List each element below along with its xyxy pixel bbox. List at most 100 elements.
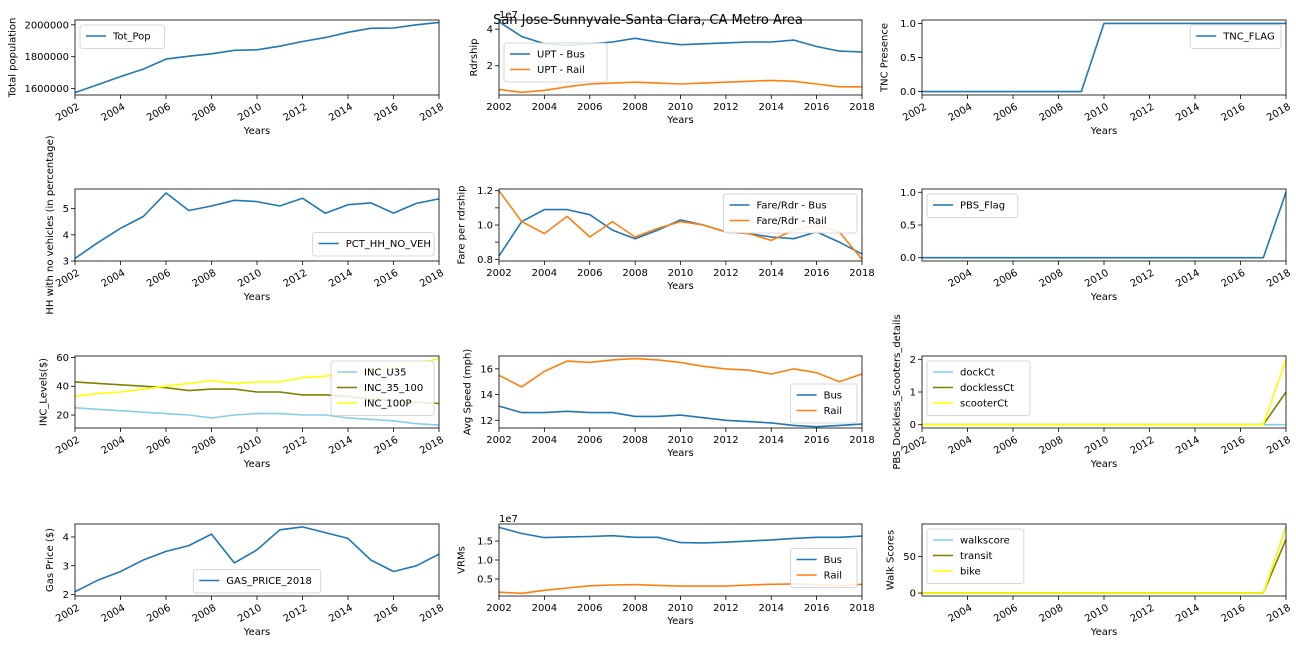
x-tick-label: 2010	[1083, 435, 1111, 457]
x-tick-label: 2008	[622, 603, 647, 614]
x-tick-label: 2016	[804, 102, 829, 113]
x-axis-label: Years	[666, 616, 693, 627]
legend-label: TNC_FLAG	[1222, 32, 1275, 43]
legend-label: PCT_HH_NO_VEH	[346, 239, 431, 250]
x-tick-label: 2012	[282, 603, 310, 625]
x-tick-label: 2016	[804, 268, 829, 279]
x-tick-label: 2014	[759, 603, 784, 614]
legend-box	[1189, 24, 1282, 49]
x-tick-label: 2014	[759, 102, 784, 113]
legend-label: bike	[960, 567, 981, 578]
y-tick-label: 3	[63, 257, 69, 268]
y-tick-label: 1.0	[477, 556, 493, 567]
x-tick-label: 2004	[947, 102, 975, 124]
y-tick-label: 0.0	[900, 253, 916, 264]
x-tick-label: 2006	[145, 268, 173, 290]
x-tick-label: 2012	[713, 102, 738, 113]
y-tick-label: 40	[56, 382, 69, 393]
x-axis-label: Years	[243, 459, 270, 470]
x-tick-label: 2014	[327, 603, 355, 625]
y-tick-label: 4	[63, 230, 69, 241]
x-tick-label: 2004	[532, 435, 557, 446]
legend-box	[312, 232, 435, 257]
legend: PBS_Flag	[926, 193, 1019, 218]
x-tick-label: 2010	[668, 435, 693, 446]
x-tick-label: 2008	[191, 603, 219, 625]
x-tick-label: 2016	[1220, 435, 1248, 457]
x-tick-label: 2006	[992, 603, 1020, 625]
chart-speed: 12 14 16 2002 2004 2006 2008 2010 2012 2014 2016 20…	[463, 349, 875, 459]
x-tick-label: 2006	[145, 435, 173, 457]
x-axis-label: Years	[666, 115, 693, 126]
chart-hhnoveh: 3 4 5 2002 2004 2006 2008 2010 2012 2014 2016 2018 Y…	[45, 135, 446, 314]
x-tick-label: 2008	[1038, 603, 1066, 625]
x-tick-label: 2006	[992, 435, 1020, 457]
series-line-gas-0	[74, 526, 440, 593]
x-tick-label: 2016	[373, 102, 401, 124]
y-axis-label: Walk Scores	[886, 530, 897, 590]
x-tick-label: 2016	[1220, 603, 1248, 625]
legend-label: INC_100P	[364, 399, 412, 410]
legend: TNC_FLAG	[1189, 24, 1282, 49]
y-axis-label: Total population	[8, 18, 19, 99]
legend-box	[790, 548, 858, 588]
x-tick-label: 2014	[1174, 435, 1202, 457]
x-tick-label: 2012	[282, 435, 310, 457]
x-tick-label: 2004	[532, 603, 557, 614]
legend-box	[330, 360, 435, 416]
x-axis-label: Years	[1090, 627, 1117, 638]
x-tick-label: 2006	[577, 268, 602, 279]
x-tick-label: 2002	[486, 268, 511, 279]
y-tick-label: 0.5	[477, 574, 493, 585]
x-axis-label: Years	[666, 281, 693, 292]
x-tick-label: 2008	[622, 102, 647, 113]
legend-label: docklessCt	[960, 383, 1014, 394]
legend-label: Bus	[824, 391, 842, 402]
legend: PCT_HH_NO_VEH	[312, 232, 435, 257]
x-tick-label: 2010	[1083, 603, 1111, 625]
x-tick-label: 2006	[992, 102, 1020, 124]
x-tick-label: 2008	[191, 268, 219, 290]
x-tick-label: 2014	[327, 102, 355, 124]
y-axis-label: Gas Price ($)	[45, 528, 56, 592]
chart-pbsdetails: 0 1 2 2002 2004 2006 2008 2010 2012 2014 2016 2018 Y…	[892, 314, 1293, 470]
x-tick-label: 2010	[236, 102, 264, 124]
x-tick-label: 2010	[236, 603, 264, 625]
y-axis-label: Rdrship	[469, 38, 480, 76]
y-tick-label: 0	[910, 589, 916, 600]
x-tick-label: 2002	[486, 603, 511, 614]
chart-pop: 1600000 1800000 2000000 2002 2004 2006 2008 201…	[8, 18, 446, 137]
legend-label: PBS_Flag	[960, 201, 1005, 212]
x-tick-label: 2012	[282, 268, 310, 290]
y-tick-label: 1.0	[900, 19, 916, 30]
x-tick-label: 2004	[100, 268, 128, 290]
x-tick-label: 2010	[1083, 268, 1111, 290]
y-tick-label: 2	[487, 61, 493, 72]
x-tick-label: 2012	[1129, 603, 1157, 625]
chart-upt: 2 4 2002 2004 2006 2008 2010 2012 2014 2016 2018 Ye…	[469, 10, 875, 126]
y-axis-label: TNC Presence	[879, 23, 890, 93]
x-tick-label: 2018	[1265, 603, 1293, 625]
legend-label: Rail	[824, 571, 842, 582]
x-tick-label: 2018	[1265, 435, 1293, 457]
legend: Bus Rail	[790, 383, 858, 424]
series-line-pbs-0	[922, 192, 1287, 259]
x-tick-label: 2008	[191, 102, 219, 124]
chart-tnc: 0.0 0.5 1.0 2002 2004 2006 2008 2010 2012 2014 201…	[879, 19, 1292, 137]
series-line-pbsdetails-2	[922, 359, 1287, 426]
y-tick-label: 0.5	[900, 221, 916, 232]
y-tick-label: 0.8	[477, 255, 493, 266]
x-tick-label: 2004	[100, 603, 128, 625]
legend-label: UPT - Bus	[537, 50, 585, 61]
y-tick-label: 50	[903, 552, 916, 563]
legend-label: Rail	[824, 406, 842, 417]
y-tick-label: 4	[63, 532, 69, 543]
x-tick-label: 2014	[759, 435, 784, 446]
x-tick-label: 2012	[1129, 268, 1157, 290]
x-tick-label: 2002	[901, 435, 929, 457]
series-line-vrm-0	[498, 526, 863, 544]
y-axis-label: Avg Speed (mph)	[463, 349, 474, 436]
series-line-tnc-0	[922, 22, 1286, 93]
